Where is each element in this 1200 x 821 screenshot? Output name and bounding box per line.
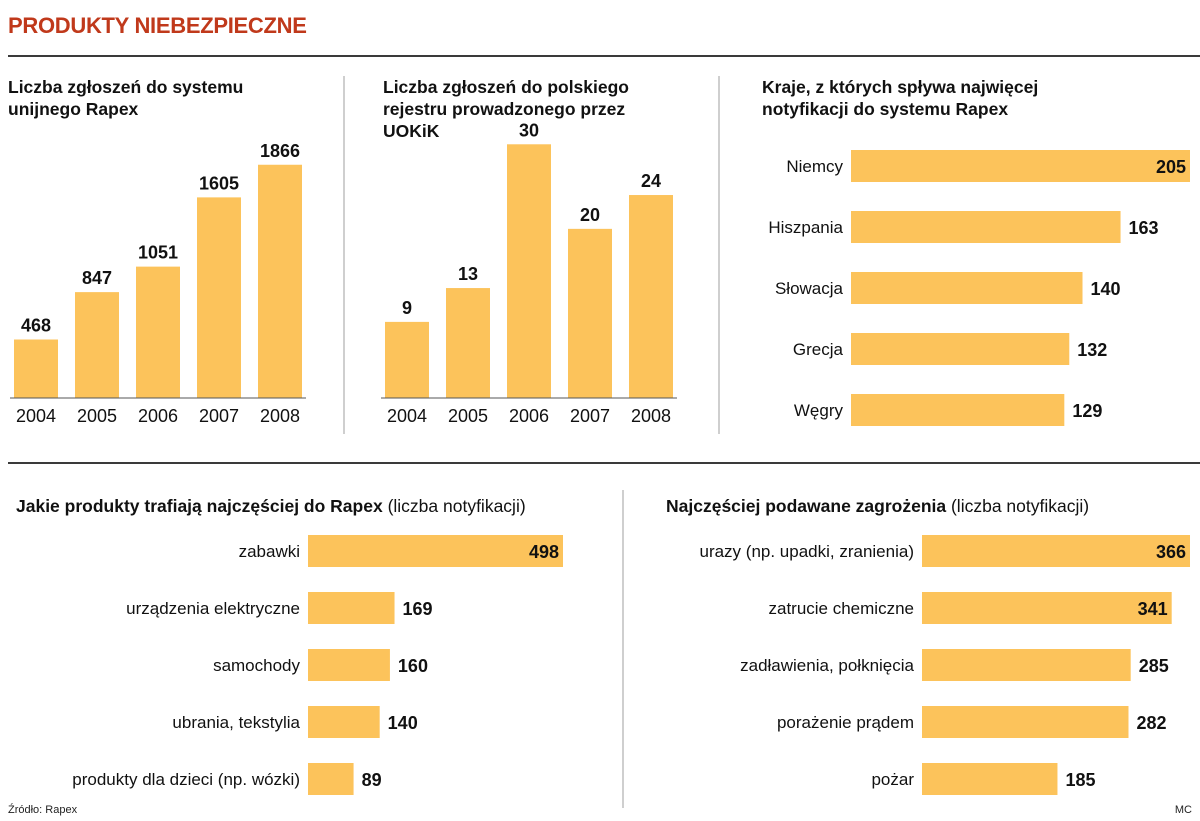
hazards-chart-bar-pora-enie-pr-dem	[922, 706, 1129, 738]
hazards-chart-category-label-zatrucie-chemiczne: zatrucie chemiczne	[768, 599, 914, 618]
products-chart-value-label-urz-dzenia-elektryczne: 169	[403, 599, 433, 619]
rapex-chart-bar-2008	[258, 164, 302, 398]
rapex-chart-category-label-2008: 2008	[260, 406, 300, 426]
panel-title-products: Jakie produkty trafiają najczęściej do R…	[16, 495, 616, 517]
uokik-chart-bar-2005	[446, 288, 490, 398]
rapex-chart-bar-2005	[75, 292, 119, 398]
uokik-chart-category-label-2005: 2005	[448, 406, 488, 426]
rapex-chart-category-label-2005: 2005	[77, 406, 117, 426]
rapex-chart-bar-2007	[197, 197, 241, 398]
products-chart-category-label-ubrania-tekstylia: ubrania, tekstylia	[172, 713, 300, 732]
panel-title-uokik-text: Liczba zgłoszeń do polskiego rejestru pr…	[383, 77, 629, 141]
products-chart-bar-produkty-dla-dzieci-np-w-zki-	[308, 763, 354, 795]
hazards-chart-category-label-zad-awienia-po-kni-cia: zadławienia, połknięcia	[740, 656, 914, 675]
countries-chart-value-label-s-owacja: 140	[1091, 279, 1121, 299]
products-chart-bar-ubrania-tekstylia	[308, 706, 380, 738]
countries-chart-bar-grecja	[851, 333, 1070, 365]
main-title: PRODUKTY NIEBEZPIECZNE	[8, 13, 307, 38]
products-chart-value-label-ubrania-tekstylia: 140	[388, 713, 418, 733]
uokik-chart-bar-2007	[568, 228, 612, 398]
hazards-chart-value-label-zatrucie-chemiczne: 341	[1138, 599, 1168, 619]
countries-chart-bar-s-owacja	[851, 272, 1083, 304]
panel-title-uokik: Liczba zgłoszeń do polskiego rejestru pr…	[383, 76, 673, 142]
uokik-chart-bar-2006	[507, 144, 551, 398]
products-chart-bar-urz-dzenia-elektryczne	[308, 592, 395, 624]
uokik-chart-category-label-2007: 2007	[570, 406, 610, 426]
rapex-chart-value-label-2004: 468	[21, 316, 51, 336]
rapex-chart-category-label-2004: 2004	[16, 406, 56, 426]
countries-chart-bar-niemcy	[851, 150, 1190, 182]
countries-chart-category-label-grecja: Grecja	[793, 340, 844, 359]
uokik-chart-value-label-2008: 24	[641, 171, 661, 191]
hazards-chart-value-label-urazy-np-upadki-zranienia-: 366	[1156, 542, 1186, 562]
divider-top-right	[718, 76, 720, 434]
hazards-chart-value-label-po-ar: 185	[1065, 770, 1095, 790]
products-chart-value-label-zabawki: 498	[529, 542, 559, 562]
countries-chart-value-label-niemcy: 205	[1156, 157, 1186, 177]
divider-bottom	[622, 490, 624, 808]
uokik-chart-bar-2008	[629, 195, 673, 398]
countries-chart-value-label-grecja: 132	[1077, 340, 1107, 360]
countries-chart-category-label-s-owacja: Słowacja	[775, 279, 844, 298]
countries-chart-category-label-w-gry: Węgry	[794, 401, 844, 420]
hazards-chart-value-label-zad-awienia-po-kni-cia: 285	[1139, 656, 1169, 676]
rapex-chart-category-label-2007: 2007	[199, 406, 239, 426]
hazards-chart-category-label-po-ar: pożar	[871, 770, 914, 789]
panel-title-rapex: Liczba zgłoszeń do systemu unijnego Rape…	[8, 76, 298, 120]
countries-chart-value-label-hiszpania: 163	[1129, 218, 1159, 238]
rapex-chart-bar-2006	[136, 266, 180, 398]
hazards-chart-category-label-urazy-np-upadki-zranienia-: urazy (np. upadki, zranienia)	[699, 542, 914, 561]
hazards-chart-bar-po-ar	[922, 763, 1058, 795]
panel-subtitle-products: (liczba notyfikacji)	[387, 496, 526, 516]
hazards-chart-category-label-pora-enie-pr-dem: porażenie prądem	[777, 713, 914, 732]
uokik-chart-category-label-2006: 2006	[509, 406, 549, 426]
uokik-chart-category-label-2004: 2004	[387, 406, 427, 426]
header-rule	[8, 55, 1200, 57]
panel-title-hazards: Najczęściej podawane zagrożenia (liczba …	[666, 495, 1196, 517]
countries-chart-bar-w-gry	[851, 394, 1065, 426]
rapex-chart-value-label-2007: 1605	[199, 173, 239, 193]
panel-subtitle-hazards: (liczba notyfikacji)	[950, 496, 1090, 516]
uokik-chart-value-label-2004: 9	[402, 298, 412, 318]
uokik-chart-value-label-2006: 30	[519, 120, 539, 140]
rapex-chart-value-label-2008: 1866	[260, 141, 300, 161]
hazards-chart-bar-urazy-np-upadki-zranienia-	[922, 535, 1190, 567]
products-chart-value-label-produkty-dla-dzieci-np-w-zki-: 89	[362, 770, 382, 790]
panel-title-countries-text: Kraje, z których spływa najwięcej notyfi…	[762, 77, 1039, 119]
products-chart-category-label-produkty-dla-dzieci-np-w-zki-: produkty dla dzieci (np. wózki)	[72, 770, 300, 789]
products-chart-bar-samochody	[308, 649, 390, 681]
hazards-chart-value-label-pora-enie-pr-dem: 282	[1136, 713, 1166, 733]
rapex-chart-category-label-2006: 2006	[138, 406, 178, 426]
source-note: Źródło: Rapex	[8, 804, 78, 816]
panel-title-hazards-text: Najczęściej podawane zagrożenia	[666, 496, 947, 516]
countries-chart-category-label-niemcy: Niemcy	[786, 157, 843, 176]
rapex-chart-value-label-2005: 847	[82, 268, 112, 288]
panel-title-products-text: Jakie produkty trafiają najczęściej do R…	[16, 496, 383, 516]
uokik-chart-value-label-2007: 20	[580, 205, 600, 225]
hazards-chart-bar-zad-awienia-po-kni-cia	[922, 649, 1131, 681]
uokik-chart-value-label-2005: 13	[458, 264, 478, 284]
products-chart-category-label-zabawki: zabawki	[239, 542, 300, 561]
hazards-chart-bar-zatrucie-chemiczne	[922, 592, 1172, 624]
rapex-chart-bar-2004	[14, 339, 58, 398]
uokik-chart-bar-2004	[385, 321, 429, 398]
author-note: MC	[1174, 804, 1192, 816]
products-chart-bar-zabawki	[308, 535, 563, 567]
divider-top-left	[343, 76, 345, 434]
rapex-chart-value-label-2006: 1051	[138, 243, 178, 263]
products-chart-value-label-samochody: 160	[398, 656, 428, 676]
panel-title-countries: Kraje, z których spływa najwięcej notyfi…	[762, 76, 1072, 120]
middle-rule	[8, 462, 1200, 464]
products-chart-category-label-samochody: samochody	[213, 656, 300, 675]
countries-chart-category-label-hiszpania: Hiszpania	[768, 218, 843, 237]
countries-chart-bar-hiszpania	[851, 211, 1121, 243]
countries-chart-value-label-w-gry: 129	[1072, 401, 1102, 421]
panel-title-rapex-text: Liczba zgłoszeń do systemu unijnego Rape…	[8, 77, 244, 119]
uokik-chart-category-label-2008: 2008	[631, 406, 671, 426]
products-chart-category-label-urz-dzenia-elektryczne: urządzenia elektryczne	[126, 599, 300, 618]
